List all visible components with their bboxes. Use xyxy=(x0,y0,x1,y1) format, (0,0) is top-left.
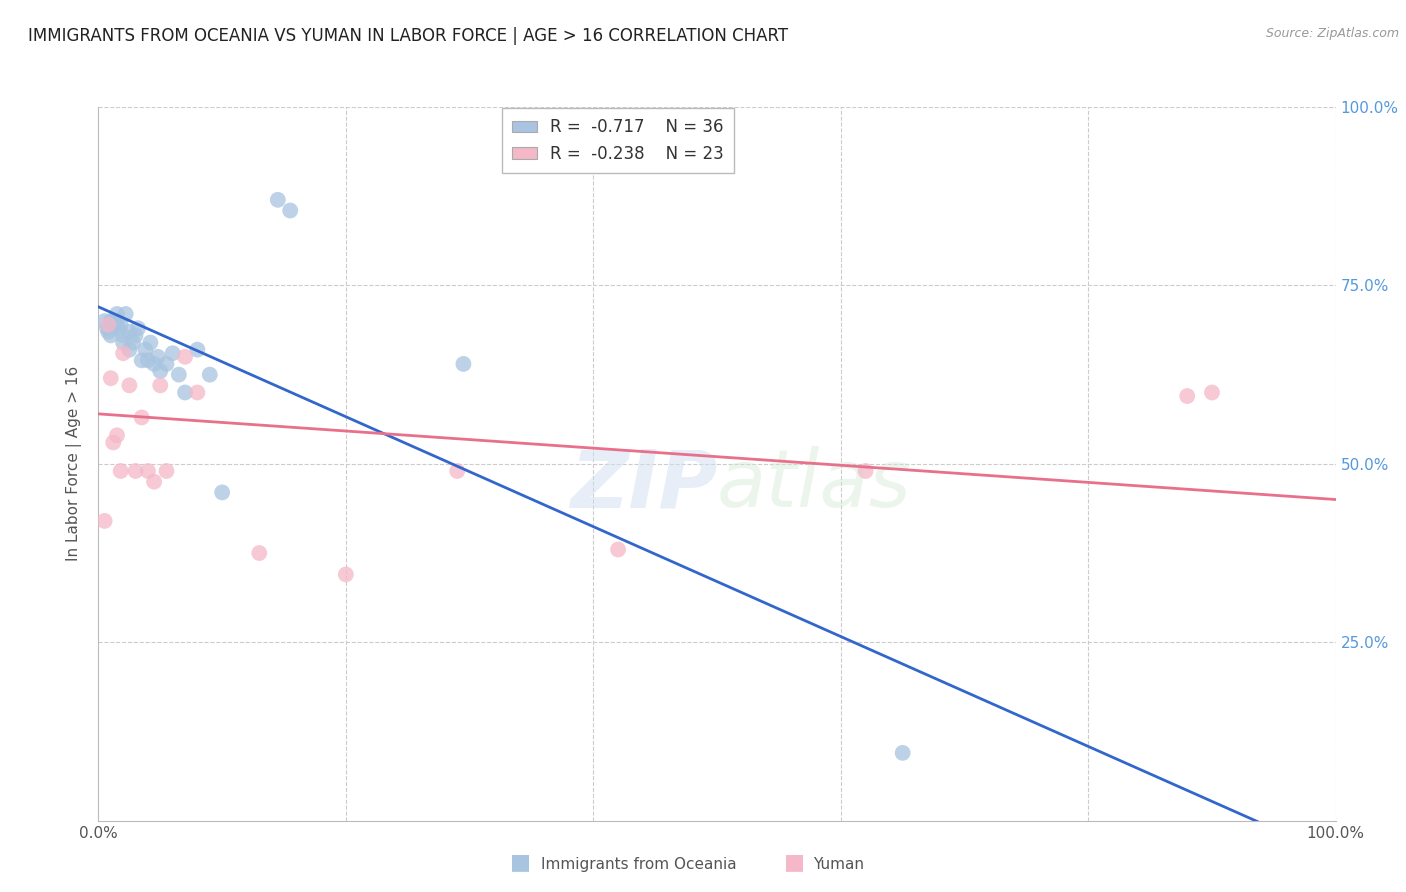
Point xyxy=(453,357,475,371)
Point xyxy=(167,368,190,382)
Point xyxy=(143,475,166,489)
Point xyxy=(96,321,118,335)
Point xyxy=(136,353,159,368)
Point xyxy=(855,464,877,478)
Point xyxy=(186,343,208,357)
Point xyxy=(118,378,141,392)
Text: ■: ■ xyxy=(785,853,804,872)
Point xyxy=(198,368,221,382)
Point xyxy=(211,485,233,500)
Y-axis label: In Labor Force | Age > 16: In Labor Force | Age > 16 xyxy=(66,367,83,561)
Point xyxy=(124,464,146,478)
Point xyxy=(118,343,141,357)
Point xyxy=(97,325,120,339)
Point xyxy=(1201,385,1223,400)
Point xyxy=(1175,389,1198,403)
Text: Immigrants from Oceania: Immigrants from Oceania xyxy=(541,857,737,872)
Point xyxy=(100,314,122,328)
Point xyxy=(155,357,177,371)
Point xyxy=(112,328,135,343)
Point xyxy=(607,542,630,557)
Text: IMMIGRANTS FROM OCEANIA VS YUMAN IN LABOR FORCE | AGE > 16 CORRELATION CHART: IMMIGRANTS FROM OCEANIA VS YUMAN IN LABO… xyxy=(28,27,789,45)
Point xyxy=(114,307,136,321)
Text: Source: ZipAtlas.com: Source: ZipAtlas.com xyxy=(1265,27,1399,40)
Point xyxy=(103,435,125,450)
Text: ■: ■ xyxy=(510,853,530,872)
Point xyxy=(110,318,132,332)
Point xyxy=(105,307,128,321)
Point xyxy=(143,357,166,371)
Point xyxy=(131,410,153,425)
Point xyxy=(110,464,132,478)
Point xyxy=(146,350,169,364)
Point xyxy=(93,514,115,528)
Point xyxy=(134,343,156,357)
Point xyxy=(278,203,301,218)
Point xyxy=(112,335,135,350)
Point xyxy=(149,364,172,378)
Point xyxy=(139,335,162,350)
Point xyxy=(107,321,129,335)
Legend: R =  -0.717    N = 36, R =  -0.238    N = 23: R = -0.717 N = 36, R = -0.238 N = 23 xyxy=(502,108,734,172)
Point xyxy=(891,746,914,760)
Text: Yuman: Yuman xyxy=(813,857,863,872)
Point xyxy=(105,428,128,442)
Point xyxy=(267,193,290,207)
Point xyxy=(162,346,184,360)
Point xyxy=(103,318,125,332)
Point xyxy=(136,464,159,478)
Point xyxy=(100,328,122,343)
Point xyxy=(186,385,208,400)
Point xyxy=(105,314,128,328)
Point xyxy=(174,385,197,400)
Point xyxy=(335,567,357,582)
Point xyxy=(93,314,115,328)
Point xyxy=(131,353,153,368)
Point xyxy=(127,321,149,335)
Text: ZIP: ZIP xyxy=(569,446,717,524)
Point xyxy=(118,325,141,339)
Point xyxy=(174,350,197,364)
Point xyxy=(122,335,145,350)
Point xyxy=(247,546,270,560)
Point xyxy=(97,318,120,332)
Point xyxy=(149,378,172,392)
Point xyxy=(124,328,146,343)
Point xyxy=(112,346,135,360)
Point xyxy=(100,371,122,385)
Point xyxy=(155,464,177,478)
Point xyxy=(446,464,468,478)
Text: atlas: atlas xyxy=(717,446,912,524)
